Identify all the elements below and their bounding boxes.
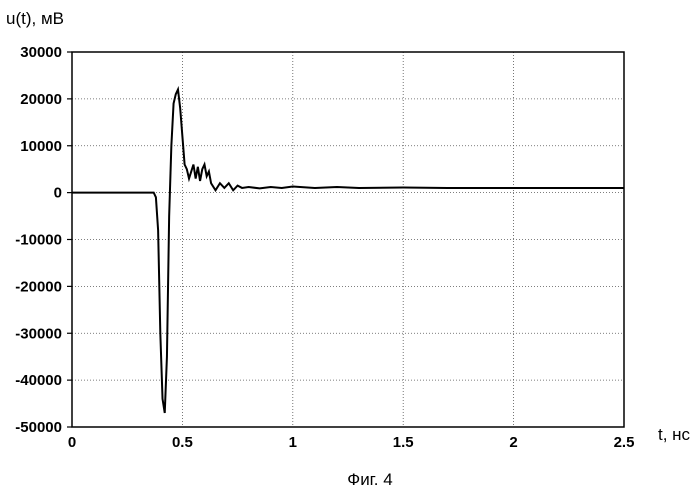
y-tick-label: -50000 — [15, 419, 62, 436]
x-tick-label: 0 — [68, 434, 76, 451]
x-tick-label: 2 — [509, 434, 517, 451]
y-tick-label: -30000 — [15, 325, 62, 342]
y-tick-label: 20000 — [20, 91, 62, 108]
x-tick-label: 1.5 — [393, 434, 414, 451]
y-axis-label: u(t), мВ — [6, 9, 64, 28]
grid — [67, 52, 624, 427]
x-tick-label: 2.5 — [614, 434, 635, 451]
y-tick-label: 10000 — [20, 138, 62, 155]
x-tick-labels: 0 0.5 1 1.5 2 2.5 — [68, 434, 635, 451]
y-tick-labels: 30000 20000 10000 0 -10000 -20000 -30000 -40000… — [15, 44, 62, 436]
x-tick-label: 1 — [289, 434, 297, 451]
y-tick-label: 30000 — [20, 44, 62, 61]
y-tick-label: -20000 — [15, 278, 62, 295]
figure-caption: Фиг. 4 — [347, 470, 392, 488]
y-tick-label: -40000 — [15, 372, 62, 389]
x-tick-label: 0.5 — [172, 434, 193, 451]
y-tick-label: 0 — [54, 185, 62, 202]
x-axis-label: t, нс — [658, 425, 691, 444]
y-tick-label: -10000 — [15, 232, 62, 249]
series-line — [72, 90, 624, 413]
